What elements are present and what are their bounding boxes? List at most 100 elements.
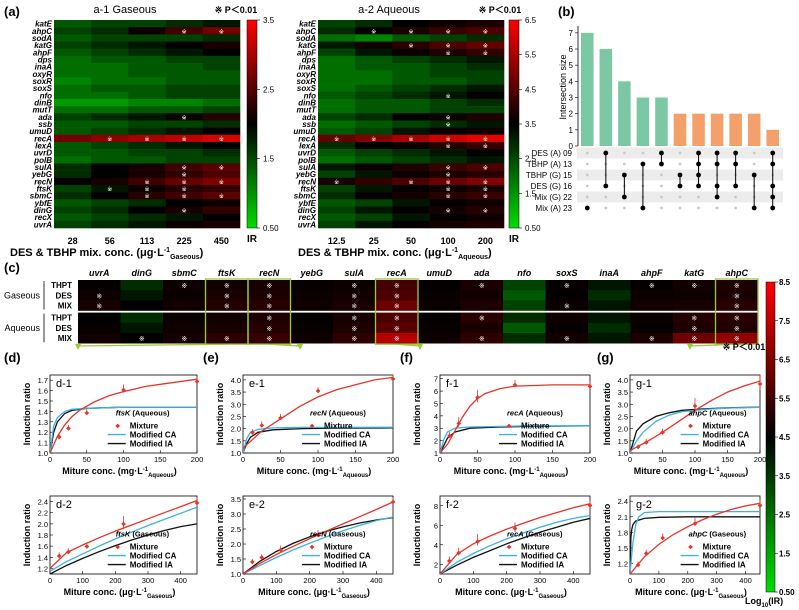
significance-mark: ※ <box>334 136 339 143</box>
heatmap-cell <box>392 184 430 193</box>
significance-mark: ※ <box>219 136 224 143</box>
y-tick-label: 1.5 <box>231 437 241 446</box>
row-label: sbmC <box>30 192 52 201</box>
heatmap-cell <box>78 280 121 291</box>
matrix-dot-empty <box>660 195 663 199</box>
y-tick-label: 2.0 <box>231 540 241 549</box>
colorbar-label: Log10(IR) <box>745 596 783 609</box>
gene-label: ada <box>474 268 490 278</box>
heatmap-cell <box>54 192 92 200</box>
heatmap-cell <box>128 34 166 42</box>
heatmap-cell <box>392 192 430 200</box>
heatmap-cell <box>91 206 129 214</box>
heatmap-cell <box>165 63 204 71</box>
x-tick-label: 50 <box>658 455 666 464</box>
intersection-bar <box>618 81 631 146</box>
matrix-dot <box>770 194 776 200</box>
significance-mark: ※ <box>483 193 488 200</box>
heatmap-cell <box>318 213 356 222</box>
matrix-dot <box>770 161 776 167</box>
significance-mark: ※ <box>649 283 655 290</box>
series-line <box>440 425 590 453</box>
heatmap-cell <box>248 300 291 311</box>
heatmap-cell <box>355 84 393 93</box>
heatmap-cell <box>202 113 241 121</box>
matrix-dot <box>659 150 664 156</box>
x-tick-label: 100 <box>76 576 89 585</box>
significance-mark: ※ <box>351 326 357 333</box>
heatmap-cell <box>318 55 356 64</box>
column-label: 12.5 <box>328 236 346 246</box>
heatmap-cell <box>318 48 356 57</box>
heatmap-cell <box>318 120 356 128</box>
y-tick-label: 6 <box>569 45 574 54</box>
heatmap-cell <box>355 170 393 179</box>
heatmap-cell <box>375 333 419 344</box>
data-point: ◆ <box>84 410 89 416</box>
heatmap-cell <box>429 27 468 35</box>
heatmap-cell <box>128 149 166 157</box>
heatmap-cell <box>248 312 291 324</box>
row-label: katE <box>35 20 53 29</box>
legend-gene: ftsK (Gaseous) <box>116 530 170 539</box>
heatmap-cell <box>91 199 129 207</box>
heatmap-cell <box>355 106 393 114</box>
heatmap-cell <box>128 20 166 28</box>
heatmap-cell <box>355 177 393 186</box>
significance-mark: ※ <box>446 172 451 179</box>
heatmap-cell <box>460 312 504 324</box>
y-tick-label: 2.5 <box>231 525 241 534</box>
y-tick-label: 3.0 <box>231 510 241 519</box>
heatmap-cell <box>54 127 92 136</box>
intersection-bar <box>729 113 742 146</box>
matrix-dot-empty <box>715 206 719 210</box>
y-tick-label: 1.7 <box>38 376 48 385</box>
y-tick-label: 3.5 <box>231 388 241 397</box>
heatmap-cell <box>318 141 356 150</box>
column-label: 56 <box>105 236 115 246</box>
heatmap-cell <box>318 199 356 207</box>
colorbar-tick-label: 1.5 <box>525 189 537 198</box>
heatmap-cell <box>318 149 356 157</box>
heatmap-cell <box>318 113 356 121</box>
heatmap-cell <box>429 149 468 157</box>
colorbar-tick-label: 6.5 <box>525 16 537 25</box>
row-label: THPT <box>51 281 72 290</box>
heatmap-cell <box>128 199 166 207</box>
row-label: inaA <box>299 63 317 72</box>
series-line <box>630 516 760 574</box>
heatmap-cell <box>715 333 759 344</box>
heatmap-cell <box>466 192 505 200</box>
significance-mark: ※ <box>96 304 102 311</box>
heatmap-cell <box>355 192 393 200</box>
data-point: ◆ <box>316 533 321 539</box>
matrix-dot <box>714 183 720 189</box>
heatmap-cell <box>355 41 393 49</box>
row-label: uvrA <box>298 220 316 229</box>
significance-mark: ※ <box>182 208 187 215</box>
heatmap-cell <box>318 156 356 164</box>
colorbar-label: IR <box>509 234 520 245</box>
heatmap-cell <box>466 63 505 71</box>
heatmap-cell <box>54 20 92 28</box>
heatmap-cell <box>165 192 204 200</box>
data-point: ◆ <box>588 384 593 390</box>
heatmap-cell <box>588 333 631 344</box>
heatmap-cell <box>128 41 166 49</box>
colorbar-tick-label: 5.5 <box>525 51 537 60</box>
heatmap-cell <box>120 280 164 291</box>
heatmap-cell <box>429 55 468 64</box>
heatmap-cell <box>165 213 204 222</box>
significance-mark: ※ <box>394 283 400 290</box>
heatmap-cell <box>165 134 204 143</box>
heatmap-cell <box>128 113 166 121</box>
row-label: soxS <box>297 84 317 93</box>
heatmap-cell <box>318 98 356 107</box>
matrix-dot <box>640 205 646 211</box>
y-tick-label: 1 <box>434 449 438 458</box>
x-axis-label: Miture conc. (μg·L-1Gaseous) <box>64 587 176 600</box>
row-label: MIX <box>58 302 73 311</box>
colorbar-tick-label: 0.50 <box>779 588 795 597</box>
y-tick-label: 2.5 <box>231 412 241 421</box>
matrix-dot <box>696 161 701 167</box>
